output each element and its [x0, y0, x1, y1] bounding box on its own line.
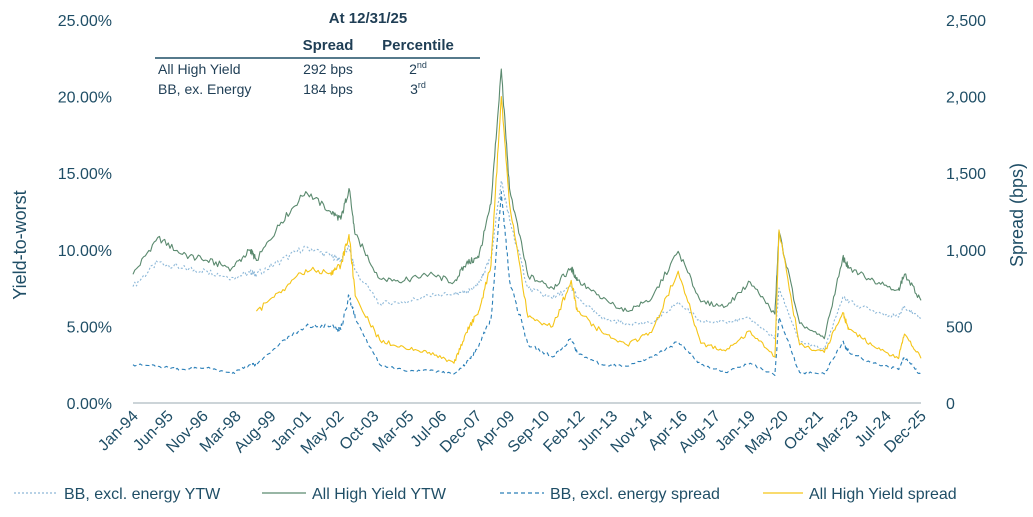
y2-tick-label: 2,000	[946, 90, 986, 107]
series-line	[132, 191, 922, 376]
percentile-suffix: nd	[417, 60, 427, 70]
y-tick-label: 0.00%	[67, 396, 112, 413]
series-line	[132, 180, 922, 350]
summary-table: At 12/31/25 Spread Percentile All High Y…	[155, 10, 480, 97]
right-tick-labels: 0 500 1,000 1,500 2,000 2,500	[946, 13, 986, 413]
table-title: At 12/31/25	[329, 10, 407, 27]
left-tick-labels: 0.00% 5.00% 10.00% 15.00% 20.00% 25.00%	[58, 13, 112, 413]
legend-label: All High Yield spread	[809, 486, 957, 503]
y2-tick-label: 500	[946, 319, 973, 336]
y-tick-label: 25.00%	[58, 13, 112, 30]
plot-area	[132, 68, 922, 376]
percentile-number: 2	[409, 61, 417, 77]
y-tick-label: 15.00%	[58, 166, 112, 183]
series-line	[255, 96, 922, 364]
y-tick-label: 20.00%	[58, 90, 112, 107]
table-header-percentile: Percentile	[382, 37, 454, 54]
y2-axis-title: Spread (bps)	[1007, 163, 1027, 267]
legend-label: All High Yield YTW	[312, 486, 447, 503]
x-tick-labels: Jan-94Jun-95Nov-96Mar-98Aug-99Jan-01May-…	[95, 408, 930, 458]
y-tick-label: 5.00%	[67, 319, 112, 336]
percentile-number: 3	[410, 81, 418, 97]
y-tick-label: 10.00%	[58, 243, 112, 260]
table-row-percentile: 2nd	[409, 60, 427, 77]
series-line	[132, 68, 922, 340]
y2-tick-label: 1,500	[946, 166, 986, 183]
table-header-spread: Spread	[303, 37, 354, 54]
y-axis-title: Yield-to-worst	[10, 190, 30, 299]
legend-label: BB, excl. energy YTW	[64, 486, 221, 503]
table-row-label: All High Yield	[158, 61, 241, 77]
percentile-suffix: rd	[418, 80, 426, 90]
y2-tick-label: 1,000	[946, 243, 986, 260]
table-row-label: BB, ex. Energy	[158, 81, 251, 97]
y2-tick-label: 2,500	[946, 13, 986, 30]
y2-tick-label: 0	[946, 396, 955, 413]
table-row-percentile: 3rd	[410, 80, 426, 97]
legend: BB, excl. energy YTW All High Yield YTW BB…	[14, 486, 957, 503]
legend-label: BB, excl. energy spread	[550, 486, 720, 503]
table-row-spread: 184 bps	[303, 81, 353, 97]
table-row-spread: 292 bps	[303, 61, 353, 77]
